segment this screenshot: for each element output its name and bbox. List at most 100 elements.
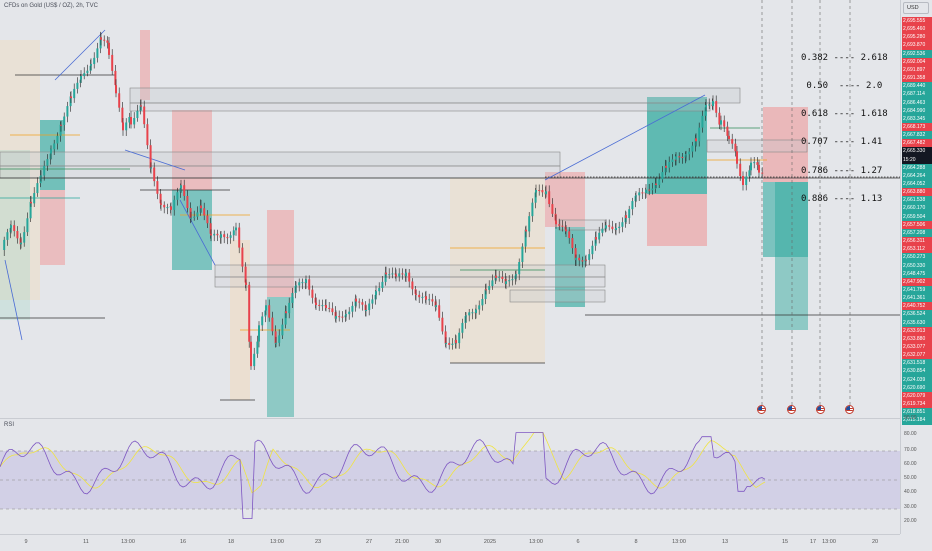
bull-candle <box>534 192 537 203</box>
fib-row: 0.886 ---- 1.13 <box>801 193 883 204</box>
time-axis[interactable]: 9 11 13:00 16 18 13:00 23 27 21:00 30 2025 13:00 6 8 1… <box>0 534 900 551</box>
price-level-label: 2,667.832 <box>902 131 932 140</box>
us-flag-event-icon[interactable] <box>787 405 796 414</box>
bear-candle <box>122 122 124 131</box>
bull-candle <box>53 143 56 150</box>
bull-candle <box>46 159 49 166</box>
bear-candle <box>665 165 667 168</box>
bear-candle <box>170 206 172 210</box>
price-level-label: 2,631.518 <box>902 359 932 368</box>
bull-candle <box>229 235 232 238</box>
bull-candle <box>298 282 301 286</box>
bull-candle <box>720 120 722 125</box>
bear-candle <box>401 273 404 275</box>
bull-candle <box>345 314 347 316</box>
bear-candle <box>674 159 677 161</box>
price-level-label: 2,664.288 <box>902 163 932 172</box>
bear-candle <box>268 305 271 318</box>
bear-candle <box>411 281 414 290</box>
bull-candle <box>691 145 694 152</box>
bull-candle <box>235 227 237 231</box>
bull-candle <box>675 156 677 160</box>
bear-candle <box>695 138 697 142</box>
bear-candle <box>715 101 718 113</box>
time-tick-label: 13:00 <box>672 539 686 545</box>
bear-candle <box>130 117 132 125</box>
price-level-label: 2,684.990 <box>902 106 932 115</box>
price-chart-pane[interactable]: CFDs on Gold (US$ / OZ), 2h, TVC 0.382 -… <box>0 0 900 417</box>
rsi-level-label: 80.00 <box>904 431 917 437</box>
price-level-label: 2,636.524 <box>902 310 932 319</box>
bull-candle <box>136 110 139 119</box>
bull-candle <box>628 209 631 218</box>
bear-candle <box>121 107 124 123</box>
bull-candle <box>96 48 99 58</box>
trendline <box>544 94 706 181</box>
rsi-pane[interactable]: RSI <box>0 418 900 535</box>
bear-candle <box>761 172 764 174</box>
bull-candle <box>265 305 267 311</box>
bull-candle <box>388 274 391 276</box>
time-tick-label: 15 <box>781 539 789 545</box>
us-flag-event-icon[interactable] <box>757 405 766 414</box>
time-tick-label: 8 <box>634 539 638 545</box>
bull-candle <box>708 104 711 106</box>
fib-row: 0.786 ---- 1.27 <box>801 165 883 176</box>
price-level-label: 2,641.361 <box>902 294 932 303</box>
bull-candle <box>591 245 594 255</box>
bear-candle <box>574 248 577 261</box>
bear-candle <box>595 237 597 240</box>
bull-candle <box>36 183 39 194</box>
bull-candle <box>33 193 36 204</box>
price-level-label: 2,692.004 <box>902 57 932 66</box>
rsi-level-label: 20.00 <box>904 518 917 524</box>
rsi-level-label: 70.00 <box>904 447 917 453</box>
bear-candle <box>742 176 744 186</box>
bull-candle <box>321 305 324 307</box>
bull-candle <box>491 280 494 287</box>
bull-candle <box>398 273 401 277</box>
price-level-label: 2,695.555 <box>902 17 932 26</box>
bull-candle <box>545 191 547 195</box>
sd-box <box>129 102 711 112</box>
bear-candle <box>238 227 241 248</box>
price-level-label: 2,663.880 <box>902 188 932 197</box>
price-chart-svg[interactable] <box>0 0 900 417</box>
us-flag-event-icon[interactable] <box>816 405 825 414</box>
bull-candle <box>514 275 517 280</box>
currency-button[interactable] <box>903 2 929 14</box>
time-tick-label: 13 <box>721 539 729 545</box>
bear-candle <box>285 311 287 314</box>
price-axis[interactable]: USD 2,695.555 2,695.460 2,695.280 2,693.870… <box>900 0 932 534</box>
price-level-label: 2,624.039 <box>902 375 932 384</box>
rsi-level-label: 90.00 <box>904 415 917 421</box>
bear-candle <box>414 289 417 294</box>
trendline <box>124 149 186 171</box>
rsi-chart-svg[interactable] <box>0 419 900 535</box>
price-level-label: 2,650.273 <box>902 253 932 262</box>
bear-candle <box>13 225 16 232</box>
bear-candle <box>681 156 684 158</box>
bull-candle <box>664 165 667 173</box>
bear-candle <box>361 302 364 305</box>
bull-candle <box>354 298 357 306</box>
bear-candle <box>678 156 681 158</box>
bull-candle <box>528 216 531 232</box>
bear-candle <box>585 259 587 261</box>
price-level-label: 2,650.330 <box>902 261 932 270</box>
bull-candle <box>531 202 534 217</box>
bear-candle <box>364 304 367 311</box>
bear-candle <box>525 229 527 232</box>
bear-candle <box>578 257 581 261</box>
bull-candle <box>458 332 461 344</box>
bull-candle <box>133 118 136 125</box>
bull-candle <box>176 192 179 200</box>
sd-box <box>559 219 606 231</box>
rsi-indicator-label[interactable]: RSI <box>4 422 15 428</box>
bear-candle <box>206 215 209 224</box>
bull-candle <box>461 322 464 333</box>
bear-candle <box>19 238 22 245</box>
us-flag-event-icon[interactable] <box>845 405 854 414</box>
bull-candle <box>40 175 42 177</box>
bull-candle <box>128 117 131 123</box>
